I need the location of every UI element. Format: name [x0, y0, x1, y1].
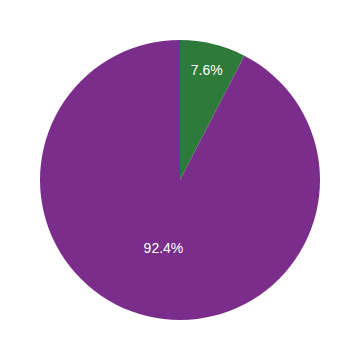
svg-text:92.4%: 92.4% [144, 240, 184, 256]
svg-text:7.6%: 7.6% [191, 62, 223, 78]
